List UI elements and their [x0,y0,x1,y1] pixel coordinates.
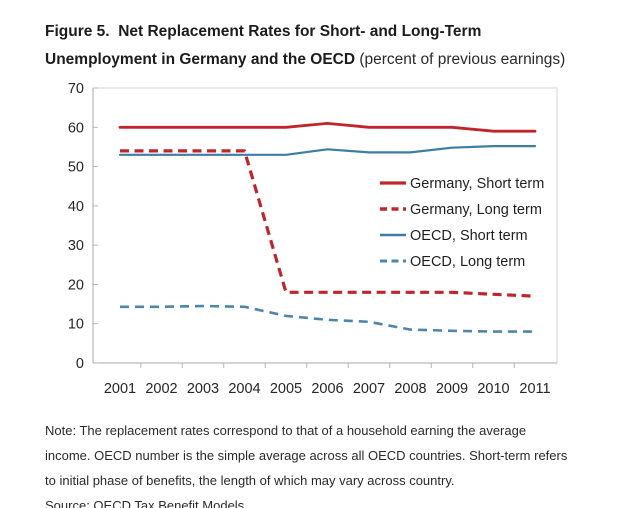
legend-label: Germany, Short term [410,176,544,192]
x-axis-tick-label: 2005 [270,381,302,397]
figure-title-line2-bold: Unemployment in Germany and the OECD [45,51,356,68]
chart-area: 0 10 20 30 40 50 60 70 2001 2002 2003 2004 2005 2006 2… [0,80,633,420]
figure-title-subtitle: (percent of previous earnings) [355,51,566,68]
y-axis-tick-label: 40 [68,199,84,215]
legend-label: OECD, Long term [410,254,525,270]
x-axis-tick-label: 2011 [519,381,550,397]
figure-title: Figure 5. Net Replacement Rates for Shor… [45,18,620,74]
legend-label: OECD, Short term [410,228,528,244]
x-axis-tick-label: 2004 [228,381,260,397]
y-axis-tick-label: 10 [68,317,84,333]
x-axis-tick-label: 2002 [145,381,177,397]
series-line-germany-short-term [118,122,537,133]
note-line: to initial phase of benefits, the length… [45,473,455,488]
line-chart: 0 10 20 30 40 50 60 70 2001 2002 2003 2004 2005 2006 2… [68,81,558,397]
x-axis-tick-label: 2007 [353,381,385,397]
series-line-germany-long-term [120,149,536,298]
y-axis-tick-label: 50 [68,160,84,176]
y-axis-tick-label: 20 [68,277,84,293]
legend-label: Germany, Long term [410,202,542,218]
figure-notes: Note: The replacement rates correspond t… [45,418,620,508]
legend-item: OECD, Short term [380,228,528,244]
legend-item: Germany, Short term [380,176,544,192]
x-axis-tick-label: 2010 [477,381,509,397]
x-axis-tick-label: 2003 [187,381,219,397]
y-axis-tick-label: 30 [68,238,84,254]
source-line: Source: OECD Tax Benefit Models. [45,498,248,508]
legend-item: OECD, Long term [380,254,525,270]
series-line-oecd-long-term [120,304,535,333]
x-axis-tick-label: 2009 [436,381,468,397]
note-line: Note: The replacement rates correspond t… [45,423,527,438]
legend-item: Germany, Long term [380,202,542,218]
figure-title-line1: Figure 5. Net Replacement Rates for Shor… [45,23,482,40]
figure-title-line2: Unemployment in Germany and the OECD (pe… [45,46,620,74]
x-axis-tick-label: 2008 [394,381,426,397]
y-axis-tick-label: 0 [76,356,84,372]
y-axis-tick-label: 60 [68,120,84,136]
note-line: income. OECD number is the simple averag… [45,448,568,463]
x-axis-tick-label: 2006 [311,381,343,397]
y-axis-tick-label: 70 [68,81,84,97]
series-line-oecd-short-term [118,144,537,156]
x-axis-tick-label: 2001 [104,381,136,397]
